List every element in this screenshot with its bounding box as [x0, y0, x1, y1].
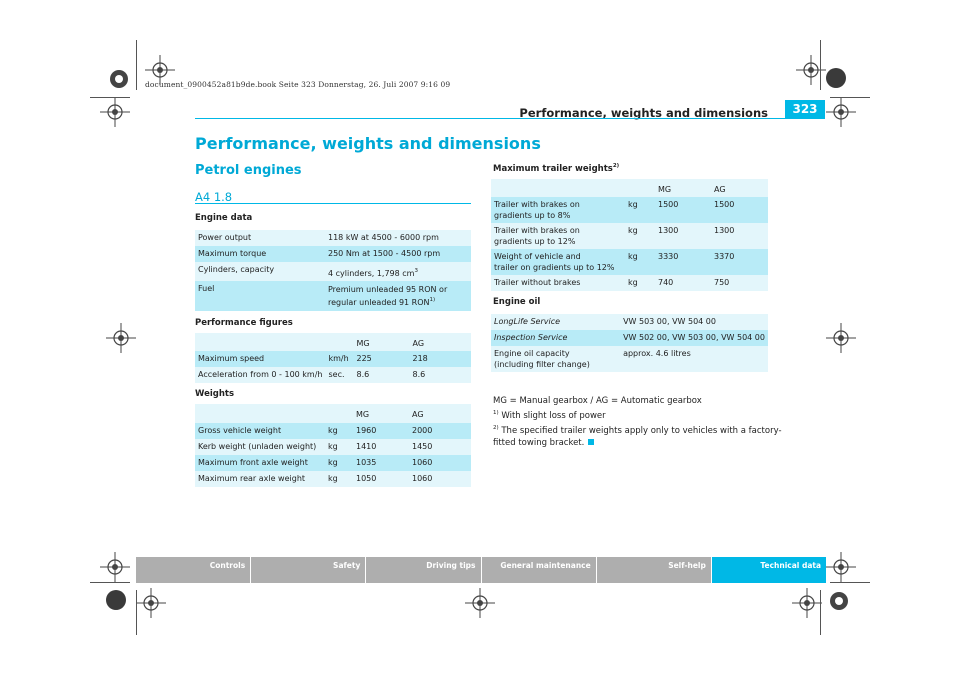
engine-data-title: Engine data: [195, 213, 253, 223]
registration-dot-bottom-left: [106, 590, 126, 610]
engine-data-table: Power output 118 kW at 4500 - 6000 rpm M…: [195, 230, 471, 311]
table-row: Trailer with brakes on gradients up to 8%…: [491, 197, 768, 223]
table-row: Gross vehicle weight kg 1960 2000: [195, 423, 471, 439]
trailer-title: Maximum trailer weights2): [493, 163, 620, 174]
book-info-line: document_0900452a81b9de.book Seite 323 D…: [145, 80, 451, 89]
table-row: Engine oil capacity (including filter cha…: [491, 346, 768, 372]
table-row: Cylinders, capacity 4 cylinders, 1,798 c…: [195, 262, 471, 281]
crop-line: [90, 582, 130, 583]
crosshair-mark: [792, 588, 822, 618]
nav-tab-safety[interactable]: Safety: [251, 557, 367, 583]
col-header-mg: MG: [658, 185, 672, 194]
table-header-row: MG AG: [491, 179, 768, 197]
footnote-2: 2) The specified trailer weights apply o…: [493, 425, 782, 448]
nav-tab-self-help[interactable]: Self-help: [596, 557, 712, 583]
col-header-mg: MG: [356, 410, 370, 419]
crosshair-mark: [145, 55, 175, 85]
section-heading: Petrol engines: [195, 163, 302, 178]
table-row: Maximum torque 250 Nm at 1500 - 4500 rpm: [195, 246, 471, 262]
table-row: Inspection Service VW 502 00, VW 503 00,…: [491, 330, 768, 346]
crosshair-mark: [796, 55, 826, 85]
row-value: Premium unleaded 95 RON or regular unlead…: [328, 285, 448, 307]
crosshair-mark: [826, 323, 856, 353]
table-row: Acceleration from 0 - 100 km/h sec. 8.6 …: [195, 367, 471, 383]
page-heading: Performance, weights and dimensions: [195, 134, 541, 153]
engine-oil-table: LongLife Service VW 503 00, VW 504 00 In…: [491, 314, 768, 372]
table-header-row: MG AG: [195, 404, 471, 423]
row-label: Power output: [198, 233, 252, 242]
crop-line: [830, 582, 870, 583]
row-value: 118 kW at 4500 - 6000 rpm: [328, 233, 439, 242]
table-row: Kerb weight (unladen weight) kg 1410 145…: [195, 439, 471, 455]
header-rule: [195, 118, 825, 119]
row-label: Fuel: [198, 284, 215, 293]
performance-title: Performance figures: [195, 318, 293, 328]
col-header-ag: AG: [714, 185, 726, 194]
table-row: LongLife Service VW 503 00, VW 504 00: [491, 314, 768, 330]
crosshair-mark: [100, 97, 130, 127]
model-rule: [195, 203, 471, 204]
weights-title: Weights: [195, 389, 235, 399]
end-square-icon: [588, 439, 595, 445]
crosshair-mark: [136, 588, 166, 618]
table-row: Maximum rear axle weight kg 1050 1060: [195, 471, 471, 487]
crosshair-mark: [106, 323, 136, 353]
crosshair-mark: [826, 97, 856, 127]
chapter-nav-bar: Controls Safety Driving tips General mai…: [136, 557, 827, 583]
crop-line: [820, 40, 821, 90]
registration-dot-top-right: [826, 68, 846, 88]
engine-oil-title: Engine oil: [493, 297, 541, 307]
model-heading: A4 1.8: [195, 190, 233, 204]
table-row: Trailer without brakes kg 740 750: [491, 275, 768, 291]
nav-tab-general-maintenance[interactable]: General maintenance: [481, 557, 597, 583]
page-number: 323: [785, 100, 825, 118]
crop-line: [136, 40, 137, 90]
crosshair-mark: [465, 588, 495, 618]
col-header-mg: MG: [356, 339, 370, 348]
table-row: Fuel Premium unleaded 95 RON or regular u…: [195, 281, 471, 311]
col-header-ag: AG: [412, 410, 424, 419]
running-header-title: Performance, weights and dimensions: [519, 106, 768, 120]
performance-table: MG AG Maximum speed km/h 225 218 Acceler…: [195, 333, 471, 383]
weights-table: MG AG Gross vehicle weight kg 1960 2000 …: [195, 404, 471, 487]
row-value: 4 cylinders, 1,798 cm3: [328, 268, 418, 278]
table-row: Trailer with brakes on gradients up to 12…: [491, 223, 768, 249]
crop-line: [136, 590, 137, 635]
col-header-ag: AG: [412, 339, 425, 348]
row-value: 250 Nm at 1500 - 4500 rpm: [328, 249, 441, 258]
table-row: Weight of vehicle and trailer on gradient…: [491, 249, 768, 275]
crop-line: [90, 97, 130, 98]
registration-mark-bottom-right: [826, 588, 852, 614]
crosshair-mark: [100, 552, 130, 582]
nav-tab-driving-tips[interactable]: Driving tips: [366, 557, 482, 583]
trailer-table: MG AG Trailer with brakes on gradients up…: [491, 179, 768, 291]
footnote-1: 1) With slight loss of power: [493, 410, 606, 421]
crop-line: [830, 97, 870, 98]
gearbox-legend: MG = Manual gearbox / AG = Automatic gea…: [493, 396, 702, 406]
registration-mark-top-left: [106, 66, 132, 92]
footnotes: MG = Manual gearbox / AG = Automatic gea…: [493, 395, 783, 452]
crosshair-mark: [826, 552, 856, 582]
row-label: Maximum torque: [198, 249, 267, 258]
row-label: Cylinders, capacity: [198, 265, 275, 274]
crop-line: [820, 590, 821, 635]
table-row: Maximum speed km/h 225 218: [195, 351, 471, 367]
nav-tab-controls[interactable]: Controls: [136, 557, 252, 583]
table-row: Power output 118 kW at 4500 - 6000 rpm: [195, 230, 471, 246]
table-header-row: MG AG: [195, 333, 471, 351]
table-row: Maximum front axle weight kg 1035 1060: [195, 455, 471, 471]
nav-tab-technical-data[interactable]: Technical data: [711, 557, 827, 583]
